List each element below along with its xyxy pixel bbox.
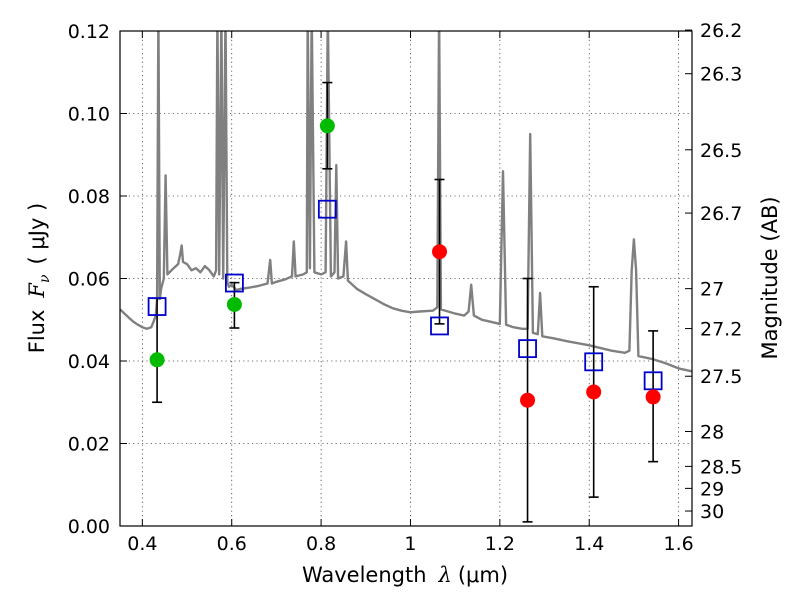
x-tick-label: 0.8 — [306, 533, 336, 555]
mag-tick-label: 27.2 — [700, 319, 742, 341]
x-tick-label: 1.6 — [663, 533, 693, 555]
measurement-point — [520, 392, 536, 408]
y-tick-label: 0.04 — [68, 351, 110, 373]
error-bar — [152, 297, 163, 404]
measurements-layer — [149, 118, 661, 408]
measurement-point — [645, 389, 661, 405]
grid-lines — [120, 30, 692, 527]
measurement-point — [319, 118, 335, 134]
mag-tick-label: 26.2 — [700, 20, 742, 42]
x-axis-ticks: 0.4 0.6 0.8 1 1.2 1.4 1.6 — [127, 31, 694, 555]
mag-tick-label: 28.5 — [700, 456, 742, 478]
mag-tick-label: 28 — [700, 422, 724, 444]
x-tick-label: 1 — [404, 533, 416, 555]
y-tick-label: 0.08 — [68, 186, 110, 208]
mag-tick-label: 30 — [700, 501, 724, 523]
x-tick-label: 0.6 — [217, 533, 247, 555]
model-photometry-layer — [147, 199, 663, 391]
mag-tick-label: 29 — [700, 478, 724, 500]
mag-tick-label: 27.5 — [700, 366, 742, 388]
model-spectrum-line — [120, 31, 692, 373]
x-tick-label: 1.4 — [574, 533, 604, 555]
x-tick-label: 1.2 — [485, 533, 515, 555]
model-photometry-square — [643, 371, 663, 391]
model-photometry-square — [317, 199, 337, 219]
y-tick-label: 0.00 — [68, 516, 110, 538]
mag-tick-label: 26.3 — [700, 64, 742, 86]
mag-tick-label: 27 — [700, 279, 724, 301]
y-axis-ticks: 0.00 0.02 0.04 0.06 0.08 0.10 0.12 — [68, 21, 127, 538]
y-tick-label: 0.10 — [68, 104, 110, 126]
model-photometry-square — [518, 339, 537, 359]
y-tick-label: 0.02 — [68, 434, 110, 456]
y-tick-label: 0.06 — [68, 269, 110, 291]
model-spectrum-layer — [120, 31, 692, 373]
model-photometry-square — [584, 352, 604, 372]
y-tick-label: 0.12 — [68, 21, 110, 43]
measurement-point — [226, 296, 242, 312]
model-photometry-square — [224, 273, 244, 293]
magnitude-axis-title: Magnitude (AB) — [758, 196, 782, 359]
measurement-point — [586, 384, 602, 400]
x-axis-title: Wavelength λ (μm) — [302, 563, 508, 587]
mag-tick-label: 26.5 — [700, 140, 742, 162]
model-photometry-square — [430, 316, 449, 336]
measurement-point — [432, 244, 448, 260]
y-axis-title: FluxFν( μJy ) — [25, 203, 53, 353]
measurement-point — [149, 352, 165, 368]
model-photometry-square — [147, 297, 167, 316]
mag-tick-label: 26.7 — [700, 203, 742, 225]
x-tick-label: 0.4 — [127, 533, 157, 555]
